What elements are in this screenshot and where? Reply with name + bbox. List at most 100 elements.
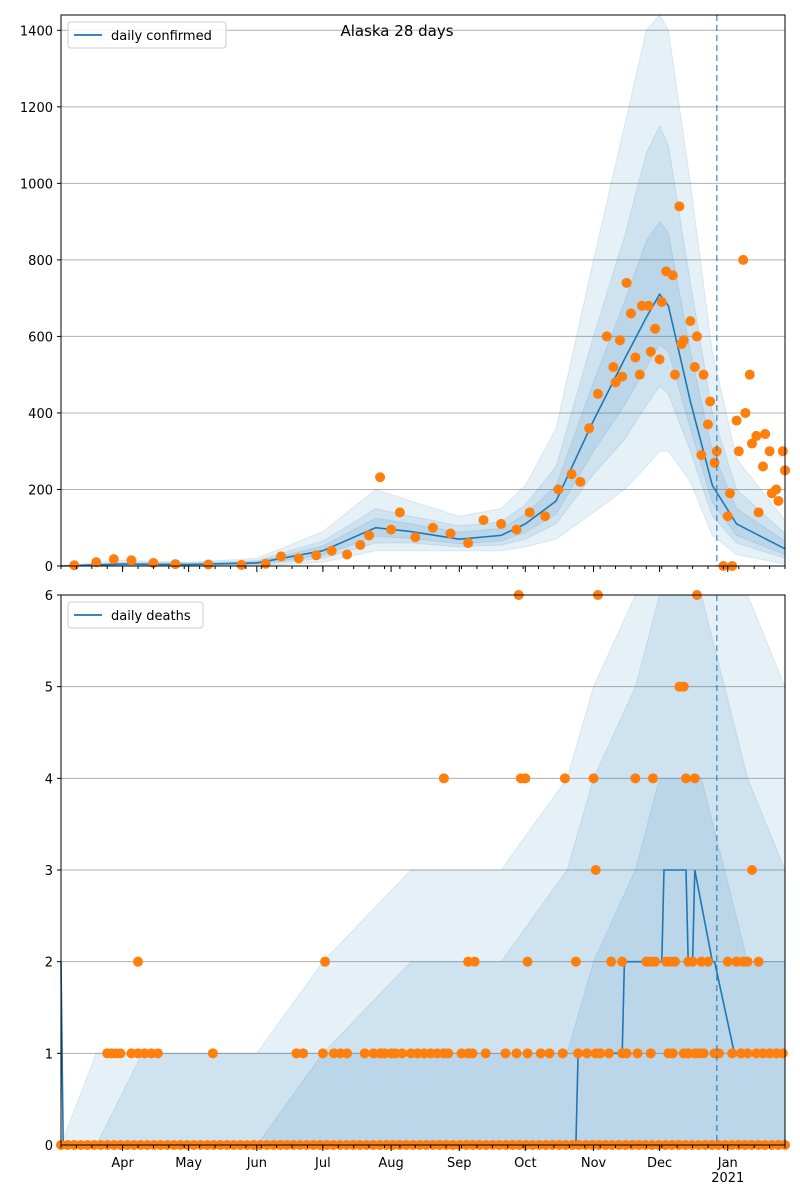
data-point	[410, 532, 421, 543]
data-point	[702, 419, 713, 430]
data-point	[575, 476, 586, 487]
data-point	[733, 446, 744, 457]
data-point	[630, 352, 641, 363]
data-point	[634, 369, 645, 380]
data-point	[573, 1048, 584, 1059]
y-tick-label: 3	[45, 864, 53, 879]
data-point	[687, 956, 698, 967]
data-point	[689, 362, 700, 373]
x-tick-label: Dec	[647, 1156, 672, 1171]
x-tick-label: May	[175, 1156, 202, 1171]
data-point	[647, 773, 658, 784]
data-point	[617, 371, 628, 382]
data-point	[375, 472, 386, 483]
data-point	[691, 331, 702, 342]
plot-frame	[60, 14, 786, 567]
x-tick-label: Nov	[581, 1156, 607, 1171]
data-point	[553, 484, 564, 495]
data-point	[570, 956, 581, 967]
data-point	[445, 528, 456, 539]
data-point	[667, 270, 678, 281]
data-point	[496, 518, 507, 529]
data-point	[152, 1048, 163, 1059]
data-point	[108, 554, 119, 565]
data-point	[386, 524, 397, 535]
data-point	[711, 446, 722, 457]
data-point	[621, 1048, 632, 1059]
data-point	[260, 558, 271, 569]
data-point	[764, 446, 775, 457]
x-tick-label: Jun	[246, 1156, 267, 1171]
data-point	[746, 865, 757, 875]
data-point	[326, 545, 337, 556]
data-point	[727, 1048, 738, 1059]
data-point	[777, 1048, 788, 1059]
data-point	[685, 316, 696, 327]
deaths-panel: 0 1 2 3 4 5 6 daily deaths	[45, 589, 790, 1154]
data-point	[705, 396, 716, 407]
legend-box	[67, 601, 204, 629]
data-point	[438, 773, 449, 784]
data-point	[298, 1048, 309, 1059]
data-point	[656, 296, 667, 307]
data-point	[766, 488, 777, 499]
data-point	[696, 450, 707, 461]
data-point	[724, 488, 735, 499]
y-tick-label: 1000	[20, 177, 53, 192]
data-point	[643, 300, 654, 311]
data-point	[753, 507, 764, 518]
data-point	[557, 1048, 568, 1059]
data-point	[170, 559, 181, 570]
data-point	[650, 323, 661, 334]
y-tick-label: 2	[45, 956, 53, 971]
data-point	[590, 865, 601, 875]
data-point	[617, 956, 628, 967]
data-point	[654, 354, 665, 365]
data-point	[753, 956, 764, 967]
data-point	[203, 559, 214, 570]
data-point	[667, 1048, 678, 1059]
data-point	[293, 553, 304, 564]
data-point	[443, 1048, 454, 1059]
data-point	[614, 335, 625, 346]
data-point	[606, 956, 617, 967]
x-tick-label: Sep	[447, 1156, 472, 1171]
data-point	[674, 201, 685, 212]
data-point	[524, 507, 535, 518]
data-point	[722, 511, 733, 522]
data-point	[645, 346, 656, 357]
data-point	[463, 538, 474, 549]
data-point	[588, 773, 599, 784]
data-point	[722, 956, 733, 967]
data-point	[207, 1048, 218, 1059]
x-tick-label: Jan	[717, 1156, 738, 1171]
data-point	[689, 773, 700, 784]
data-point	[342, 549, 353, 560]
plot-frame	[60, 594, 786, 1146]
data-point	[540, 511, 551, 522]
data-point	[773, 495, 784, 506]
data-point	[126, 555, 137, 566]
data-point	[630, 773, 641, 784]
data-point	[469, 956, 480, 967]
data-point	[581, 1048, 592, 1059]
confirmed-panel: 0 200 400 600 800 1000 1200 1400 daily confirmed…	[20, 14, 790, 575]
data-point	[364, 530, 375, 541]
data-point	[713, 1048, 724, 1059]
data-point	[133, 956, 144, 967]
data-point	[680, 773, 691, 784]
data-point	[669, 956, 680, 967]
data-point	[566, 469, 577, 480]
data-point	[698, 1048, 709, 1059]
data-point	[603, 1048, 614, 1059]
y-tick-label: 4	[45, 772, 53, 787]
data-point	[355, 539, 366, 550]
data-point	[698, 369, 709, 380]
y-tick-label: 5	[45, 681, 53, 696]
data-point	[91, 557, 102, 568]
data-point	[500, 1048, 511, 1059]
y-tick-label: 0	[45, 1139, 53, 1154]
data-point	[740, 407, 751, 418]
data-point	[115, 1048, 126, 1059]
